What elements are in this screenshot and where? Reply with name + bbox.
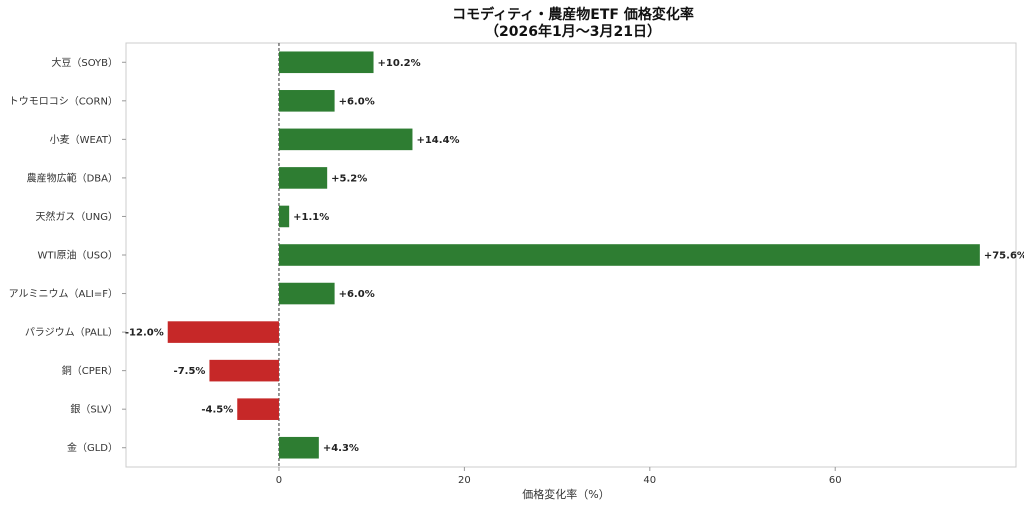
- bar-positive: [278, 128, 413, 151]
- y-tick-label: 天然ガス（UNG）: [35, 210, 118, 223]
- y-tick-label: 農産物広範（DBA）: [27, 171, 118, 184]
- plot-area: 0 20 40 60 大豆（SOYB） +10.2% トウモロコシ（CORN） +6.0% 小麦…: [9, 42, 1024, 486]
- x-tick-label: 60: [829, 475, 842, 486]
- chart-title-line1: コモディティ・農産物ETF 価格変化率: [452, 6, 694, 23]
- y-tick-label: 金（GLD）: [67, 441, 118, 454]
- data-label: +4.3%: [323, 443, 359, 454]
- data-label: +10.2%: [378, 58, 421, 69]
- bar-positive: [278, 244, 980, 266]
- bar-positive: [278, 90, 335, 112]
- data-label: +6.0%: [339, 96, 375, 107]
- data-label: -4.5%: [201, 405, 233, 416]
- y-tick-label: 銅（CPER）: [62, 364, 118, 377]
- data-label: +5.2%: [331, 173, 367, 184]
- x-tick-label: 40: [643, 475, 656, 486]
- bar-negative: [237, 398, 279, 420]
- bar-positive: [278, 436, 319, 459]
- data-label: -7.5%: [174, 366, 206, 377]
- chart-title-line2: （2026年1月〜3月21日）: [485, 23, 661, 40]
- bar-positive: [278, 167, 328, 189]
- x-tick-label: 20: [458, 475, 471, 486]
- y-tick-label: パラジウム（PALL）: [25, 327, 118, 339]
- bar-positive: [278, 205, 290, 228]
- y-tick-label: 小麦（WEAT）: [50, 134, 118, 146]
- x-axis-label: 価格変化率（%）: [522, 487, 609, 501]
- y-tick-label: トウモロコシ（CORN）: [9, 95, 118, 107]
- bar-negative: [209, 359, 279, 382]
- y-tick-label: アルミニウム（ALI=F）: [9, 288, 118, 300]
- data-label: -12.0%: [125, 328, 164, 339]
- x-tick-label: 0: [276, 475, 282, 486]
- data-label: +6.0%: [339, 289, 375, 300]
- data-label: +75.6%: [984, 251, 1024, 262]
- data-label: +14.4%: [416, 135, 459, 146]
- y-tick-label: 銀（SLV）: [70, 403, 118, 416]
- bar-negative: [167, 321, 279, 343]
- y-tick-label: WTI原油（USO）: [38, 249, 118, 262]
- bar-positive: [278, 282, 335, 305]
- y-tick-label: 大豆（SOYB）: [51, 56, 118, 69]
- data-label: +1.1%: [293, 212, 329, 223]
- bar-positive: [278, 51, 374, 74]
